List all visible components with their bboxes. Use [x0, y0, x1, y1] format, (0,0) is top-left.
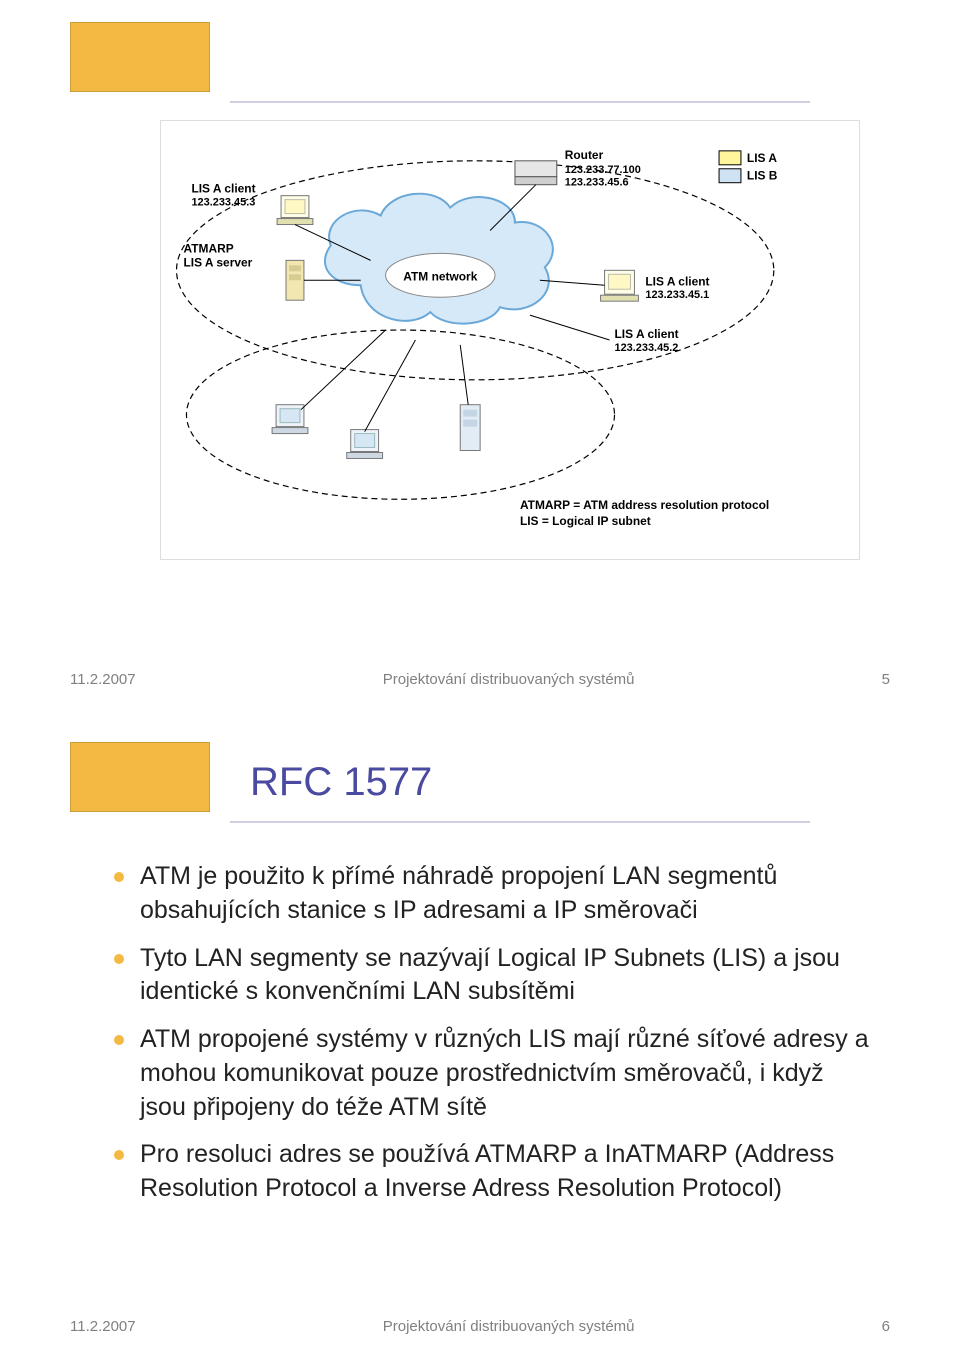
footnote-1: ATMARP = ATM address resolution protocol	[520, 498, 769, 512]
footer-page-number: 5	[882, 671, 890, 688]
title-underline	[230, 101, 810, 103]
slide-footer: 11.2.2007 Projektování distribuovaných s…	[70, 1318, 890, 1335]
router-label-2: 123.233.77.100	[565, 164, 641, 176]
footer-date: 11.2.2007	[70, 1318, 136, 1335]
legend-a-label: LIS A	[747, 151, 777, 165]
lis-b-pc-1	[272, 330, 385, 434]
lis-a-client-right: LIS A client 123.233.45.1	[540, 270, 710, 301]
bullet-item: ATM propojené systémy v různých LIS mají…	[110, 1023, 870, 1124]
lisA-mid-l1: LIS A client	[615, 327, 679, 341]
footer-center: Projektování distribuovaných systémů	[136, 1318, 882, 1335]
content-area: ATM je použito k přímé náhradě propojení…	[110, 860, 870, 1220]
lisA-mid-l2: 123.233.45.2	[615, 342, 679, 354]
bullet-list: ATM je použito k přímé náhradě propojení…	[110, 860, 870, 1206]
atm-cloud: ATM network	[325, 194, 553, 324]
router-label-1: Router	[565, 148, 604, 162]
lisA-top-l2: 123.233.45.3	[191, 197, 255, 209]
atm-network-label: ATM network	[403, 269, 477, 283]
footnote-2: LIS = Logical IP subnet	[520, 514, 651, 528]
atmarp-l1: ATMARP	[183, 241, 233, 255]
slide-1: ATM network LIS A LIS B Router 123.233.7…	[0, 0, 960, 720]
footer-date: 11.2.2007	[70, 671, 136, 688]
footer-page-number: 6	[882, 1318, 890, 1335]
lisA-right-l2: 123.233.45.1	[645, 289, 709, 301]
accent-block	[70, 22, 210, 92]
bullet-item: ATM je použito k přímé náhradě propojení…	[110, 860, 870, 928]
slide-2: RFC 1577 ATM je použito k přímé náhradě …	[0, 720, 960, 1367]
router-label-3: 123.233.45.6	[565, 177, 629, 189]
title-underline	[230, 821, 810, 823]
lis-b-ellipse	[186, 330, 614, 499]
slide-title: RFC 1577	[250, 760, 432, 805]
accent-block	[70, 742, 210, 812]
atm-diagram: ATM network LIS A LIS B Router 123.233.7…	[160, 120, 860, 560]
atmarp-l2: LIS A server	[183, 255, 252, 269]
footer-center: Projektování distribuovaných systémů	[136, 671, 882, 688]
lisA-right-l1: LIS A client	[645, 274, 709, 288]
legend-b-label: LIS B	[747, 169, 778, 183]
lis-b-server	[460, 345, 480, 451]
lis-b-pc-2	[347, 340, 416, 458]
slide-footer: 11.2.2007 Projektování distribuovaných s…	[70, 671, 890, 688]
bullet-item: Tyto LAN segmenty se nazývají Logical IP…	[110, 942, 870, 1010]
legend: LIS A LIS B	[719, 151, 778, 183]
lis-a-client-mid: LIS A client 123.233.45.2	[530, 315, 679, 354]
bullet-item: Pro resoluci adres se používá ATMARP a I…	[110, 1138, 870, 1206]
lisA-top-l1: LIS A client	[191, 182, 255, 196]
